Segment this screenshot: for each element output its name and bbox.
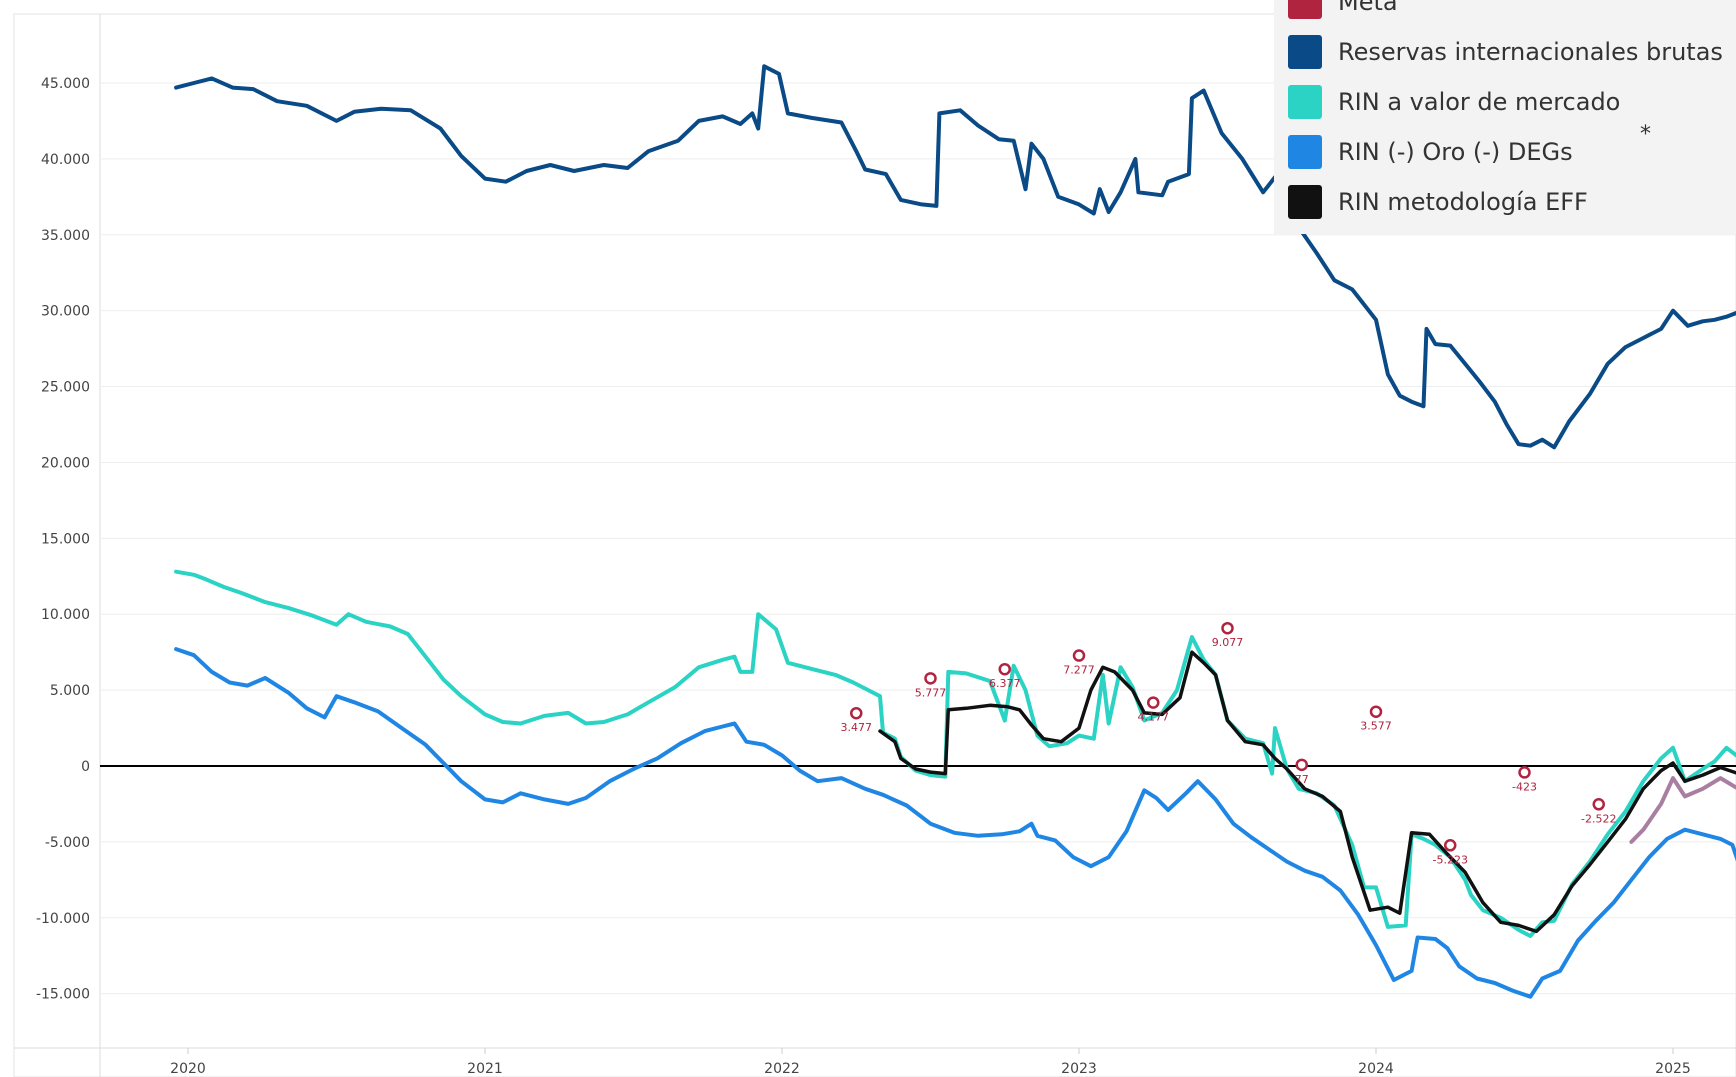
- legend-label: Meta: [1338, 0, 1398, 16]
- legend-swatch: [1288, 0, 1322, 19]
- legend-item[interactable]: RIN (-) Oro (-) DEGs: [1288, 134, 1573, 170]
- x-tick-label: 2024: [1358, 1061, 1394, 1077]
- meta-point: [1072, 649, 1086, 662]
- meta-point: [850, 706, 863, 720]
- meta-point: [1592, 798, 1605, 811]
- meta-point: [924, 672, 937, 685]
- y-tick-label: 20.000: [41, 455, 90, 471]
- meta-point-label: 77: [1295, 773, 1309, 786]
- meta-point-label: 9.077: [1212, 636, 1244, 649]
- meta-point: [998, 662, 1011, 676]
- meta-point-label: -5.223: [1433, 853, 1468, 866]
- meta-point-label: 5.777: [915, 686, 947, 699]
- y-tick-label: 10.000: [41, 607, 90, 623]
- meta-point: [1295, 758, 1308, 772]
- series-line-0: [174, 64, 1736, 450]
- meta-point-label: 3.477: [841, 721, 873, 734]
- y-tick-label: 5.000: [50, 683, 90, 699]
- series-line-4: [1629, 776, 1736, 844]
- legend-swatch: [1288, 35, 1322, 69]
- legend-swatch: [1288, 135, 1322, 169]
- meta-point: [1369, 705, 1383, 718]
- legend-label: RIN a valor de mercado: [1338, 88, 1621, 116]
- legend-label: RIN metodología EFF: [1338, 188, 1588, 216]
- y-tick-label: 30.000: [41, 304, 90, 320]
- meta-point: [1518, 766, 1531, 779]
- legend-item[interactable]: Meta: [1288, 0, 1398, 20]
- legend-item[interactable]: RIN metodología EFF: [1288, 184, 1588, 220]
- meta-point-label: 3.577: [1360, 720, 1392, 733]
- x-tick-label: 2023: [1061, 1061, 1097, 1077]
- y-tick-label: -10.000: [36, 911, 90, 927]
- legend-item[interactable]: RIN a valor de mercado: [1288, 84, 1620, 120]
- series-line-3: [878, 650, 1736, 934]
- gridlines: [14, 14, 1736, 1077]
- meta-points: 3.477 5.777 6.377 7.277 4.177 9.077 77 3.577 -5.…: [841, 621, 1616, 866]
- legend-swatch: [1288, 85, 1322, 119]
- y-tick-label: 40.000: [41, 152, 90, 168]
- series-line-1: [174, 569, 1736, 938]
- series-lines: [174, 64, 1736, 999]
- y-axis: 45.000 40.000 35.000 30.000 25.000 20.000 15.0…: [36, 76, 90, 1003]
- y-tick-label: -15.000: [36, 987, 90, 1003]
- legend-label: Reservas internacionales brutas: [1338, 38, 1723, 66]
- y-tick-label: 35.000: [41, 228, 90, 244]
- series-line-2: [174, 647, 1736, 999]
- meta-point: [1147, 696, 1160, 709]
- y-tick-label: 45.000: [41, 76, 90, 92]
- x-axis: 2020 2021 2022 2023 2024 2025: [170, 1048, 1691, 1077]
- meta-point-label: -423: [1512, 780, 1537, 793]
- legend-item[interactable]: Reservas internacionales brutas: [1288, 34, 1723, 70]
- meta-point: [1221, 621, 1234, 635]
- legend: Meta Reservas internacionales brutas RIN a…: [1274, 0, 1736, 234]
- legend-note: *: [1640, 122, 1651, 147]
- y-tick-label: -5.000: [45, 835, 90, 851]
- legend-swatch: [1288, 185, 1322, 219]
- meta-point: [1444, 839, 1457, 852]
- legend-label: RIN (-) Oro (-) DEGs: [1338, 138, 1573, 166]
- y-tick-label: 15.000: [41, 531, 90, 547]
- meta-point-label: 6.377: [989, 677, 1021, 690]
- meta-point-label: 7.277: [1063, 664, 1095, 677]
- meta-point-label: -2.522: [1581, 812, 1616, 825]
- meta-point-label: 4.177: [1138, 711, 1170, 724]
- x-tick-label: 2022: [764, 1061, 800, 1077]
- x-tick-label: 2025: [1655, 1061, 1691, 1077]
- x-tick-label: 2021: [467, 1061, 503, 1077]
- y-tick-label: 25.000: [41, 380, 90, 396]
- y-tick-label: 0: [81, 759, 90, 775]
- x-tick-label: 2020: [170, 1061, 206, 1077]
